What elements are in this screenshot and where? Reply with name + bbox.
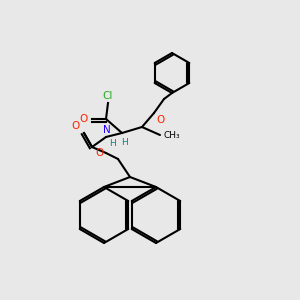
Text: Cl: Cl	[103, 91, 113, 101]
Text: O: O	[156, 115, 164, 125]
Text: O: O	[72, 121, 80, 131]
Text: N: N	[103, 125, 111, 135]
Text: O: O	[80, 114, 88, 124]
Text: H: H	[121, 138, 128, 147]
Text: H: H	[110, 139, 116, 148]
Text: O: O	[96, 148, 104, 158]
Text: CH₃: CH₃	[164, 130, 181, 140]
